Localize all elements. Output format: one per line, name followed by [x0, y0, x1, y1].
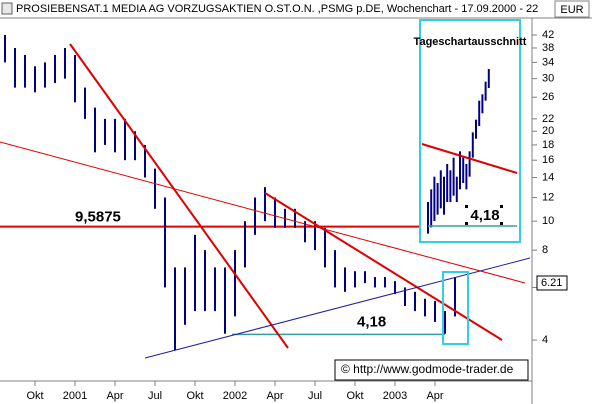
x-tick-label: Jul — [148, 390, 162, 402]
x-tick-label: Okt — [186, 390, 203, 402]
y-tick-label: 26 — [542, 91, 554, 103]
trend-line — [69, 43, 289, 349]
reference-label: 9,5875 — [75, 209, 121, 226]
inset-plot — [427, 69, 490, 234]
x-tick-label: 2002 — [223, 390, 247, 402]
marker-dot — [465, 205, 468, 208]
chart-title: PROSIEBENSAT.1 MEDIA AG VORZUGSAKTIEN O.… — [16, 3, 538, 15]
trend-line — [0, 141, 526, 284]
y-tick-label: 20 — [542, 125, 554, 137]
y-tick-label: 16 — [542, 154, 554, 166]
y-tick-label: 38 — [542, 42, 554, 54]
trend-line — [144, 257, 531, 359]
y-tick-label: 10 — [542, 215, 554, 227]
x-tick-label: Apr — [266, 390, 283, 402]
plot-area — [0, 34, 456, 351]
y-tick-label: 22 — [542, 113, 554, 125]
last-price-box — [536, 275, 568, 291]
x-tick-label: Apr — [106, 390, 123, 402]
currency-box — [554, 0, 590, 18]
y-tick-label: 8 — [542, 244, 548, 256]
x-tick-label: Okt — [26, 390, 43, 402]
y-tick-label: 4 — [542, 334, 548, 346]
marker-dot — [465, 222, 468, 225]
x-tick-label: 2001 — [63, 390, 87, 402]
zoom-box — [442, 271, 469, 345]
copyright-box — [334, 359, 529, 381]
y-tick-label: 34 — [542, 56, 554, 68]
x-tick-label: Okt — [346, 390, 363, 402]
last-price: 6.21 — [541, 277, 562, 289]
marker-dot — [500, 222, 503, 225]
y-tick-label: 12 — [542, 191, 554, 203]
y-tick-label: 18 — [542, 139, 554, 151]
icon — [1, 2, 13, 15]
trend-line — [264, 192, 503, 341]
annotation: 4,18 — [470, 207, 499, 224]
x-tick-label: Apr — [426, 390, 443, 402]
support-label: 4,18 — [357, 313, 386, 330]
y-tick-label: 14 — [542, 171, 554, 183]
x-tick-label: 2003 — [383, 390, 407, 402]
x-tick-label: Jul — [308, 390, 322, 402]
trend-line — [421, 143, 518, 174]
inset-title: Tageschartausschnitt — [414, 36, 527, 48]
currency: EUR — [560, 4, 583, 16]
y-tick-label: 30 — [542, 73, 554, 85]
y-tick-label: 42 — [542, 29, 554, 41]
copyright: © http://www.godmode-trader.de — [341, 362, 514, 376]
marker-dot — [500, 205, 503, 208]
